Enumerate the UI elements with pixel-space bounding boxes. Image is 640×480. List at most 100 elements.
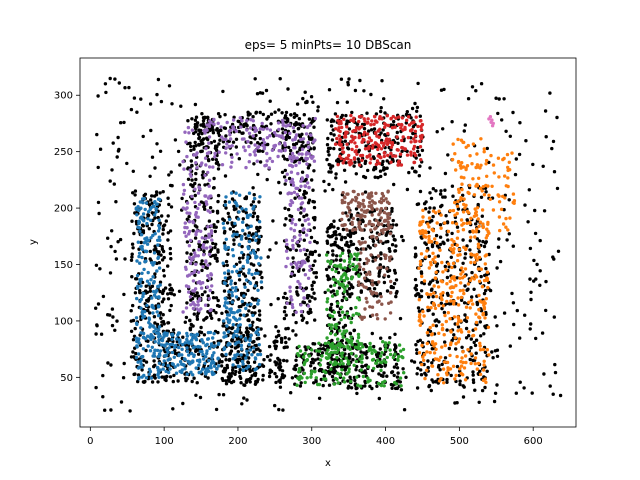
data-point: [394, 362, 399, 366]
data-point: [289, 262, 293, 266]
data-point: [152, 329, 156, 334]
data-point: [338, 258, 342, 262]
data-point: [356, 280, 361, 284]
data-point: [494, 96, 498, 100]
data-point: [345, 311, 349, 315]
data-point: [379, 360, 383, 364]
data-point: [221, 319, 226, 323]
data-point: [317, 253, 321, 257]
data-point: [367, 145, 371, 149]
data-point: [474, 312, 478, 316]
data-point: [345, 228, 349, 232]
data-point: [451, 364, 456, 368]
data-point: [122, 120, 126, 125]
data-point: [213, 245, 217, 250]
data-point: [169, 170, 173, 174]
data-point: [287, 176, 292, 181]
data-point: [229, 310, 233, 314]
data-point: [440, 323, 444, 327]
data-point: [212, 344, 216, 349]
data-point: [386, 274, 391, 279]
data-point: [131, 169, 135, 173]
data-point: [456, 296, 460, 300]
data-point: [326, 277, 330, 282]
data-point: [256, 215, 260, 219]
data-point: [289, 199, 293, 203]
data-point: [327, 352, 331, 357]
data-point: [416, 81, 420, 86]
data-point: [223, 370, 227, 374]
data-point: [333, 112, 338, 116]
data-point: [330, 341, 335, 346]
data-point: [414, 156, 418, 160]
data-point: [195, 314, 199, 319]
data-point: [212, 351, 216, 355]
data-point: [416, 306, 421, 310]
data-point: [389, 225, 393, 229]
data-point: [133, 346, 137, 350]
data-point: [318, 363, 322, 367]
data-point: [148, 102, 153, 106]
data-point: [148, 289, 152, 293]
data-point: [456, 316, 461, 321]
data-point: [240, 402, 244, 406]
data-point: [301, 268, 306, 272]
data-point: [395, 135, 399, 139]
data-point: [332, 283, 337, 287]
data-point: [168, 246, 172, 251]
data-point: [381, 231, 385, 235]
data-point: [113, 249, 117, 254]
data-point: [139, 306, 143, 310]
data-point: [294, 363, 299, 367]
data-point: [486, 220, 490, 225]
data-point: [354, 149, 358, 153]
data-point: [181, 342, 185, 347]
data-point: [274, 344, 278, 348]
data-point: [352, 328, 356, 333]
data-point: [137, 254, 141, 259]
data-point: [365, 121, 369, 125]
data-point: [478, 186, 483, 191]
data-point: [291, 256, 295, 260]
data-point: [229, 191, 234, 195]
data-point: [358, 315, 363, 319]
data-point: [317, 349, 322, 353]
data-point: [247, 231, 252, 235]
data-point: [445, 377, 449, 382]
data-point: [95, 323, 99, 327]
data-point: [422, 234, 426, 239]
data-point: [283, 305, 287, 310]
data-point: [508, 216, 512, 220]
data-point: [148, 369, 153, 374]
data-point: [304, 144, 308, 148]
data-point: [144, 348, 148, 353]
data-point: [394, 278, 399, 282]
data-point: [444, 319, 448, 324]
data-point: [191, 306, 196, 311]
data-point: [353, 141, 357, 145]
data-point: [476, 242, 481, 246]
data-point: [191, 289, 195, 293]
data-point: [225, 324, 229, 328]
data-point: [233, 281, 237, 286]
data-point: [180, 353, 184, 357]
data-point: [282, 175, 287, 179]
data-point: [357, 222, 361, 226]
data-point: [332, 225, 336, 229]
data-point: [272, 340, 277, 345]
data-point: [183, 320, 187, 324]
data-point: [475, 237, 479, 241]
data-point: [445, 299, 449, 304]
data-point: [462, 176, 466, 180]
data-point: [446, 229, 451, 234]
data-point: [296, 279, 300, 284]
data-point: [339, 277, 343, 281]
data-point: [415, 109, 419, 114]
data-point: [284, 249, 289, 253]
data-point: [338, 254, 343, 258]
data-point: [147, 317, 152, 322]
data-point: [544, 279, 548, 284]
data-point: [359, 251, 363, 255]
data-point: [291, 265, 295, 269]
data-point: [132, 231, 136, 236]
